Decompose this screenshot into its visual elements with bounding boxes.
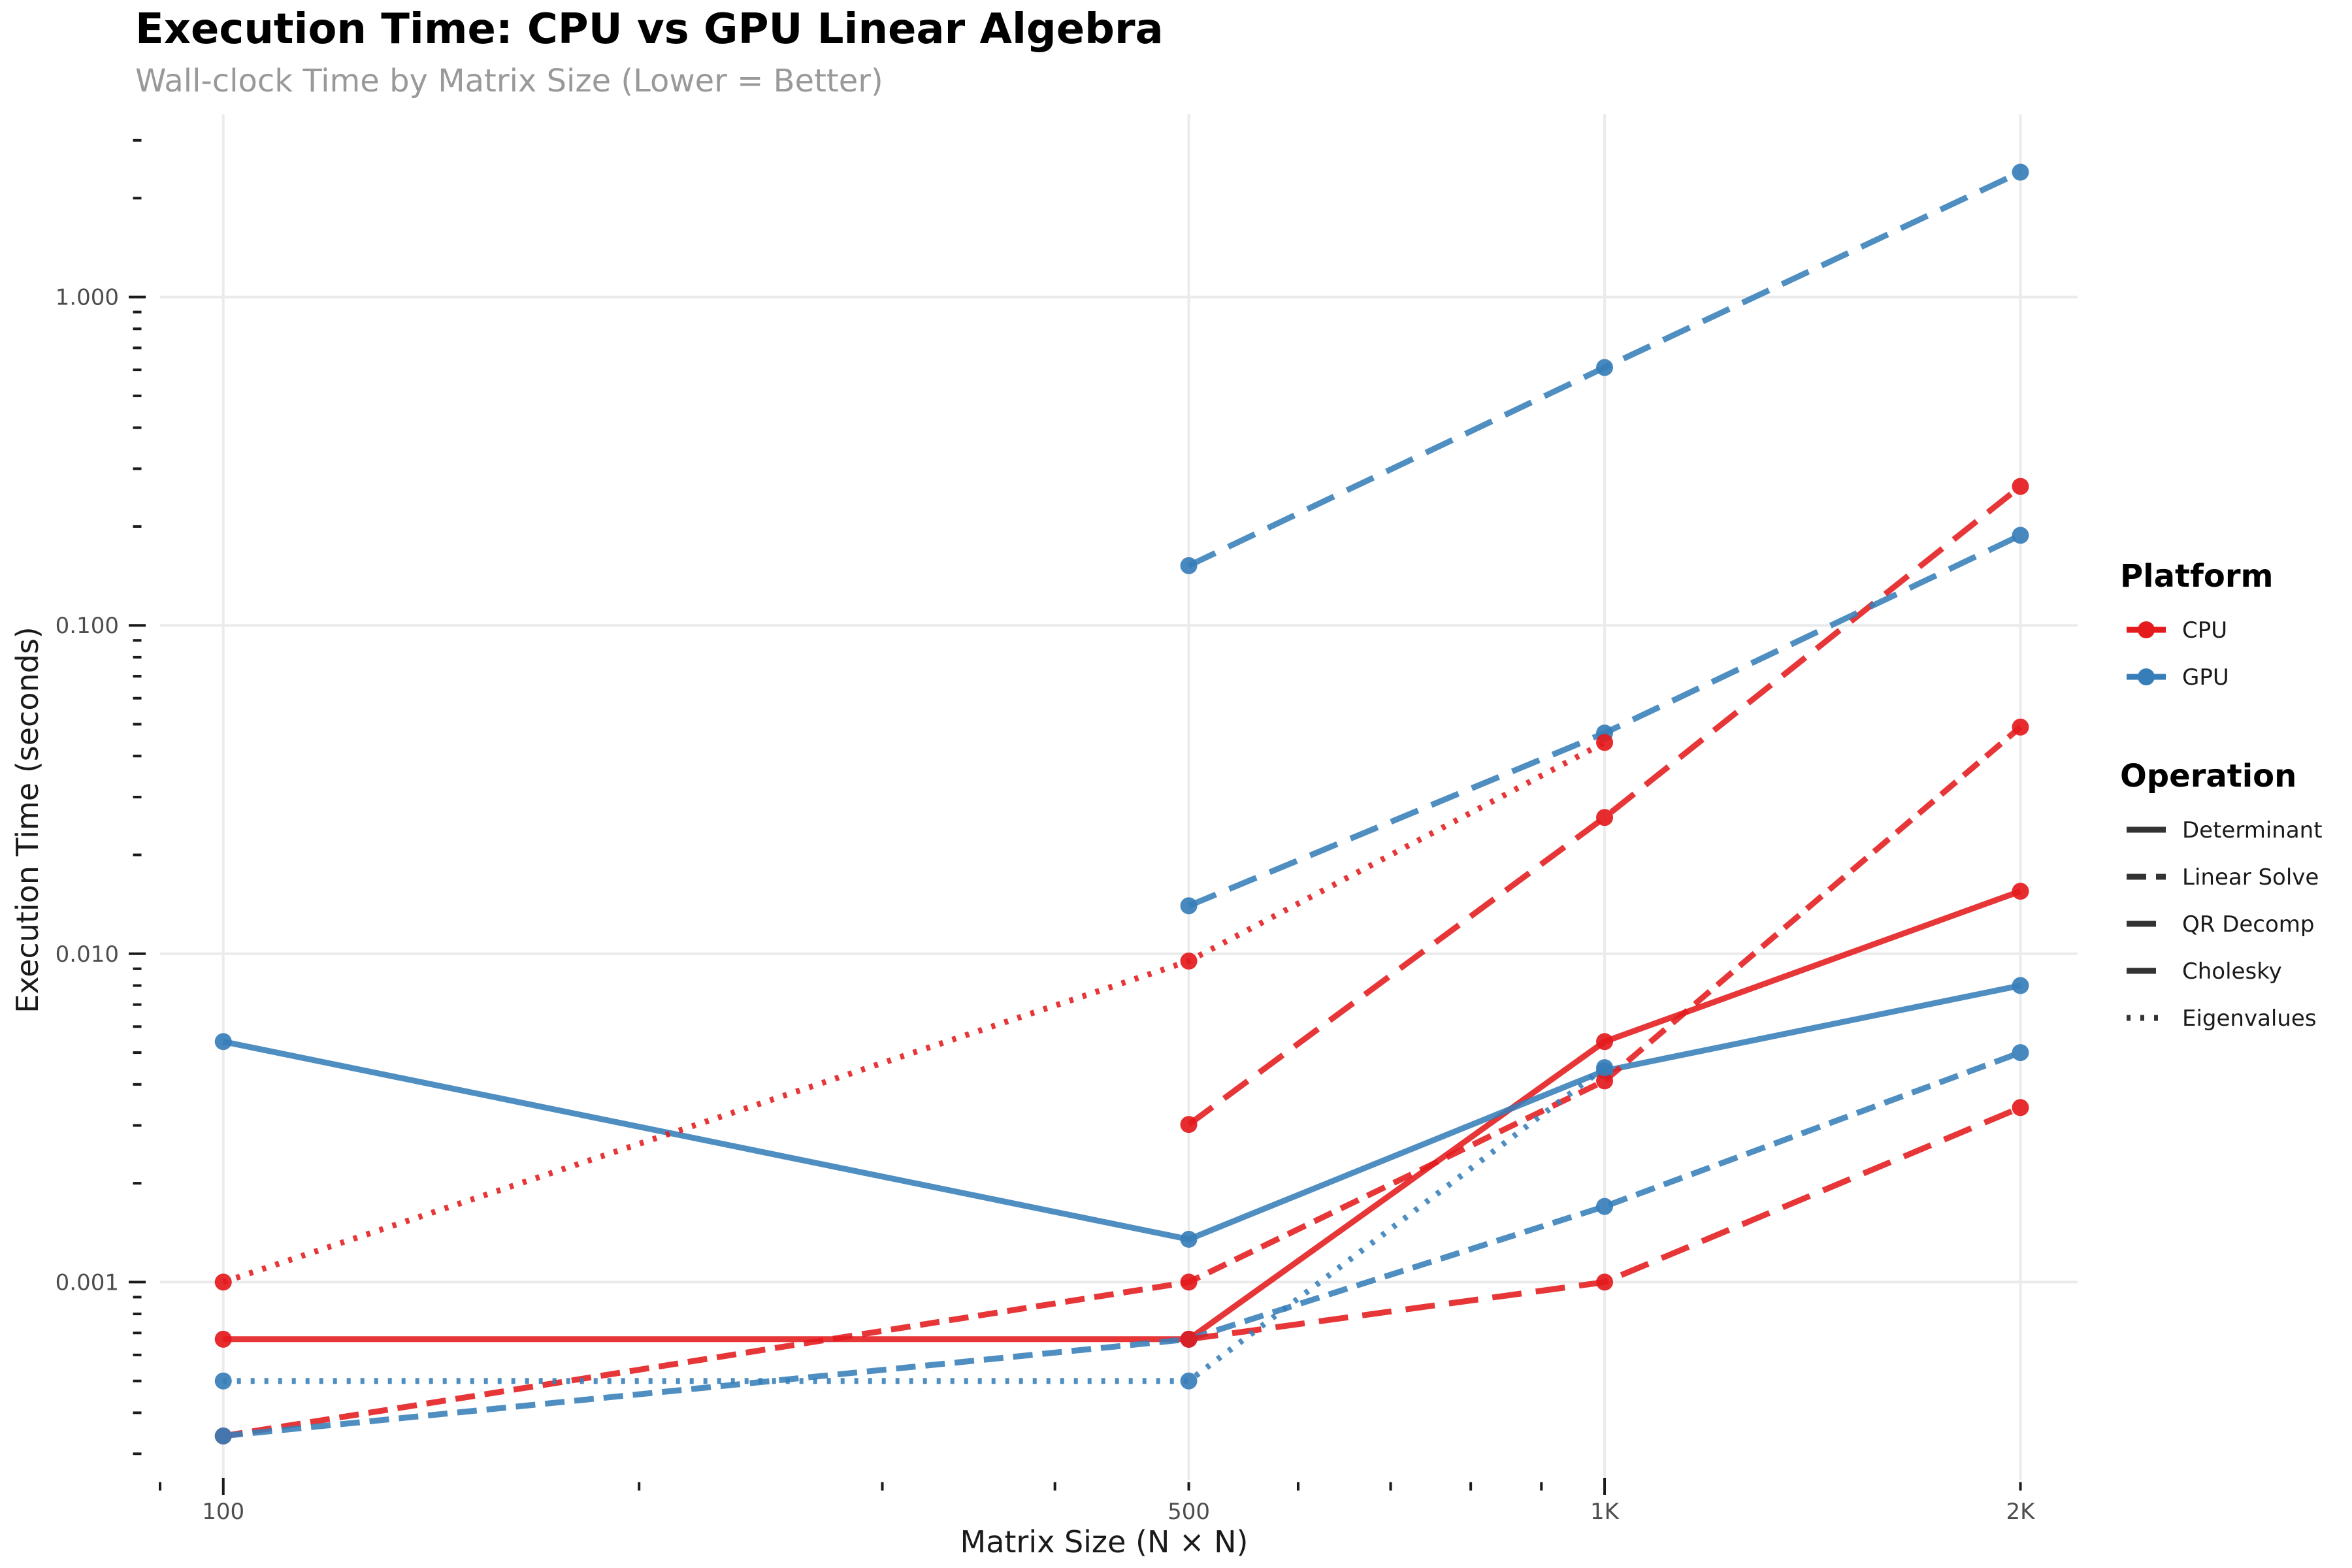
- legend-label-operation: Linear Solve: [2182, 864, 2319, 890]
- y-axis-ticks: 0.001 0.010 0.100 1.000: [56, 285, 119, 1296]
- data-point-gpu-cholesky: [1180, 557, 1198, 574]
- x-tick-label: 1K: [1590, 1499, 1620, 1525]
- data-point-gpu-linear-solve: [214, 1427, 232, 1445]
- x-tick-label: 100: [202, 1499, 244, 1525]
- series-lines: [222, 169, 2023, 1439]
- data-point-cpu-cholesky: [1596, 1273, 1614, 1291]
- data-point-gpu-cholesky: [2012, 163, 2029, 181]
- series-line-gpu-linear-solve: [223, 1049, 2022, 1439]
- grid-lines: [160, 114, 2078, 1480]
- data-point-gpu-determinant: [2012, 977, 2029, 994]
- chart-subtitle: Wall-clock Time by Matrix Size (Lower = …: [135, 63, 883, 99]
- y-tick-label: 1.000: [56, 285, 119, 311]
- data-point-cpu-determinant: [1596, 1033, 1614, 1051]
- data-point-gpu-eigenvalues: [1596, 1059, 1614, 1077]
- data-point-gpu-qr-decomp: [1180, 897, 1198, 915]
- data-point-cpu-determinant: [214, 1330, 232, 1348]
- series-line-cpu-eigenvalues: [222, 740, 1607, 1285]
- data-point-gpu-eigenvalues: [1180, 1372, 1198, 1390]
- legend-platform-title: Platform: [2120, 558, 2274, 595]
- legend-label-platform: GPU: [2182, 664, 2229, 691]
- legend-label-platform: CPU: [2182, 617, 2227, 644]
- legend-key-point: [2138, 621, 2155, 638]
- series-line-gpu-eigenvalues: [223, 1065, 1607, 1384]
- x-axis-title: Matrix Size (N × N): [960, 1524, 1249, 1560]
- data-point-gpu-linear-solve: [1596, 1198, 1614, 1215]
- chart-title: Execution Time: CPU vs GPU Linear Algebr…: [135, 5, 1164, 54]
- series-line-cpu-determinant: [223, 888, 2022, 1343]
- data-point-cpu-linear-solve: [1596, 1072, 1614, 1090]
- legend-label-operation: Cholesky: [2182, 958, 2282, 985]
- legend-label-operation: QR Decomp: [2182, 911, 2315, 938]
- x-tick-label: 500: [1168, 1499, 1210, 1525]
- data-points: [214, 163, 2029, 1445]
- legend-label-operation: Determinant: [2182, 817, 2323, 843]
- data-point-gpu-cholesky: [1596, 359, 1614, 376]
- data-point-cpu-qr-decomp: [1180, 1116, 1198, 1134]
- series-line-cpu-linear-solve: [222, 725, 2023, 1439]
- data-point-cpu-qr-decomp: [1596, 809, 1614, 826]
- legend: Platform Operation CPU GPU Determinant Line…: [2120, 558, 2323, 1032]
- data-point-cpu-cholesky: [1180, 1330, 1198, 1348]
- data-point-cpu-linear-solve: [1180, 1273, 1198, 1291]
- x-tick-label: 2K: [2006, 1499, 2036, 1525]
- y-axis-title: Execution Time (seconds): [10, 627, 45, 1013]
- legend-label-operation: Eigenvalues: [2182, 1005, 2317, 1032]
- minor-ticks: [129, 139, 2022, 1495]
- data-point-gpu-eigenvalues: [214, 1372, 232, 1390]
- legend-operation-title: Operation: [2120, 758, 2296, 794]
- legend-key-point: [2138, 668, 2155, 685]
- data-point-cpu-eigenvalues: [1596, 734, 1614, 751]
- data-point-gpu-qr-decomp: [2012, 527, 2029, 544]
- y-tick-label: 0.001: [56, 1269, 119, 1296]
- data-point-cpu-cholesky: [2012, 1099, 2029, 1117]
- data-point-cpu-qr-decomp: [2012, 478, 2029, 495]
- data-point-gpu-determinant: [214, 1033, 232, 1051]
- y-tick-label: 0.100: [56, 613, 119, 639]
- x-axis-ticks: 100 500 1K 2K: [202, 1499, 2036, 1525]
- data-point-cpu-linear-solve: [2012, 718, 2029, 736]
- y-tick-label: 0.010: [56, 941, 119, 968]
- data-point-gpu-determinant: [1180, 1230, 1198, 1248]
- series-line-gpu-determinant: [222, 983, 2021, 1243]
- data-point-gpu-linear-solve: [2012, 1044, 2029, 1062]
- data-point-cpu-eigenvalues: [214, 1273, 232, 1291]
- data-point-cpu-determinant: [2012, 883, 2029, 900]
- data-point-cpu-eigenvalues: [1180, 952, 1198, 970]
